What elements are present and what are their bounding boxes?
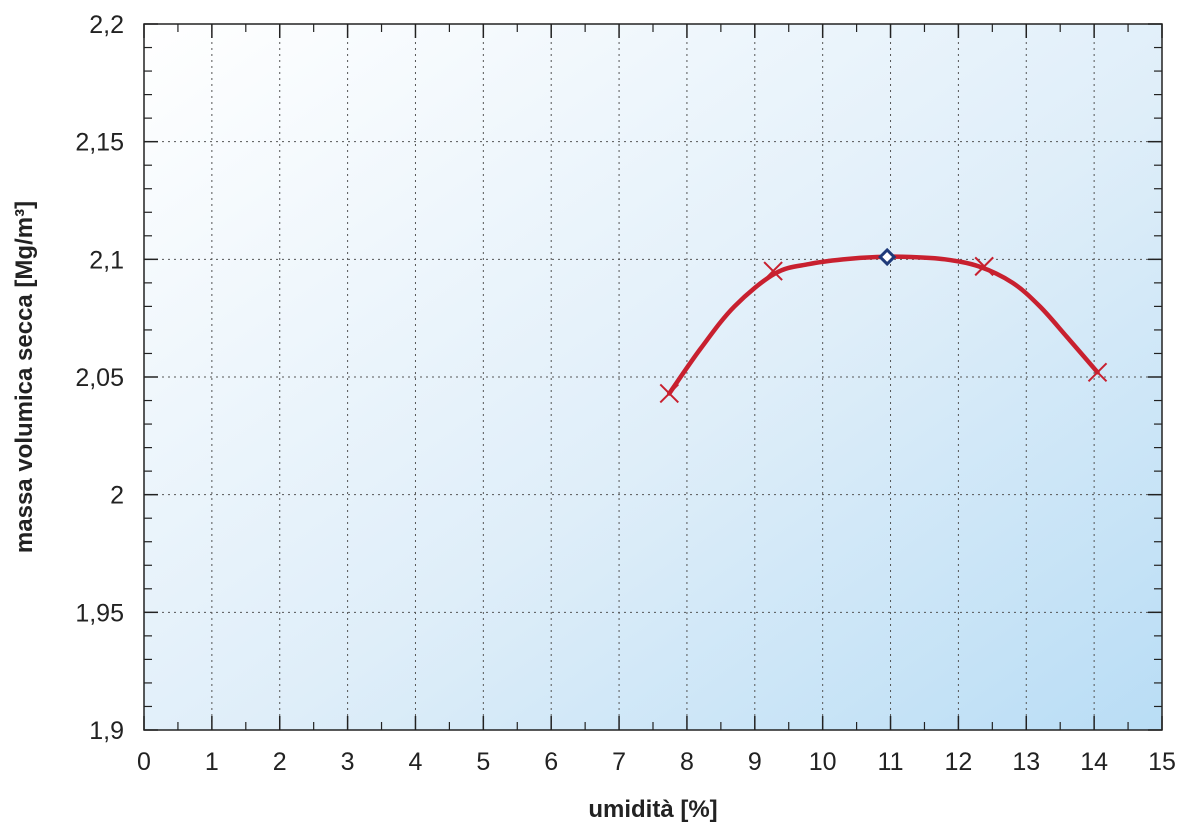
data-point-x [763, 261, 783, 281]
y-tick-label: 1,9 [89, 717, 124, 745]
x-tick-label: 12 [944, 748, 972, 776]
data-point-x [659, 383, 679, 404]
plot-frame [143, 23, 1163, 731]
y-tick-label: 2,15 [75, 129, 124, 157]
x-tick-label: 1 [205, 748, 219, 776]
y-tick-label: 2,1 [89, 246, 124, 274]
x-tick-label: 4 [409, 748, 423, 776]
optimum-point-diamond [878, 247, 897, 267]
data-point-x [1087, 362, 1108, 383]
x-tick-label: 10 [809, 748, 837, 776]
x-tick-label: 11 [878, 748, 904, 776]
x-tick-labels: 0 1 2 3 4 5 6 7 8 9 10 11 12 13 14 15 [137, 748, 1176, 776]
x-tick-label: 9 [748, 748, 762, 776]
x-axis-title: umidità [%] [588, 796, 717, 823]
y-axis-title: massa volumica secca [Mg/m³] [11, 201, 38, 553]
x-marker-stroke [1087, 362, 1108, 383]
x-tick-label: 6 [544, 748, 558, 776]
y-tick-label: 2,05 [75, 364, 124, 392]
x-tick-label: 7 [612, 748, 626, 776]
x-marker-stroke [974, 256, 994, 277]
grid [144, 24, 1162, 730]
x-marker-stroke [763, 261, 783, 281]
x-marker-stroke [659, 383, 679, 404]
x-tick-label: 15 [1148, 748, 1176, 776]
y-tick-label: 2,2 [89, 11, 124, 39]
y-tick-label: 1,95 [75, 599, 124, 627]
y-tick-labels: 1,9 1,95 2 2,05 2,1 2,15 2,2 [75, 11, 124, 745]
x-tick-label: 13 [1012, 748, 1040, 776]
y-tick-label: 2 [110, 482, 124, 510]
x-tick-label: 14 [1080, 748, 1108, 776]
data-point-x [974, 256, 994, 277]
x-tick-label: 2 [273, 748, 287, 776]
x-tick-label: 8 [680, 748, 694, 776]
x-tick-label: 5 [476, 748, 490, 776]
x-tick-label: 0 [137, 748, 151, 776]
series-layer [659, 247, 1108, 404]
x-tick-label: 3 [341, 748, 355, 776]
